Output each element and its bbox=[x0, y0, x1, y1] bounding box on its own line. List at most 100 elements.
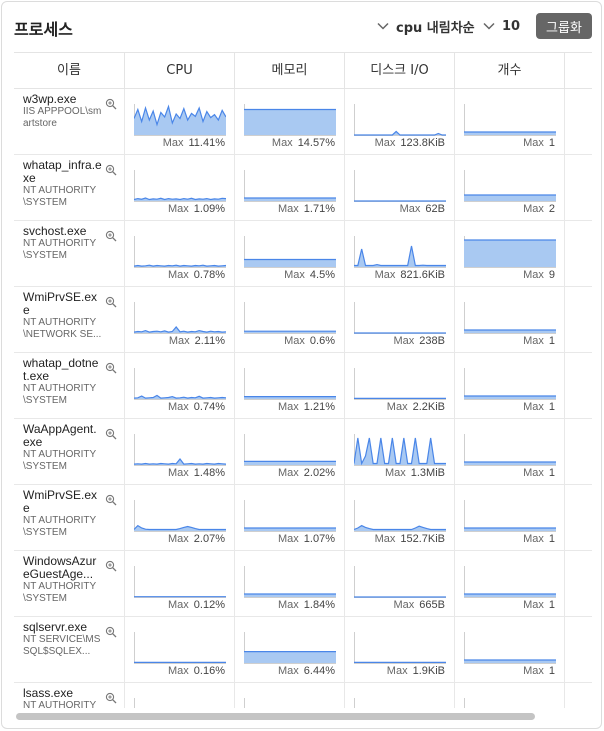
column-header-overflow bbox=[565, 53, 581, 89]
horizontal-scrollbar[interactable] bbox=[16, 713, 535, 720]
disk-io-sparkline bbox=[354, 104, 446, 136]
zoom-icon[interactable] bbox=[105, 230, 117, 242]
chevron-down-icon bbox=[483, 22, 495, 30]
overflow-cell bbox=[565, 353, 581, 418]
disk-io-cell bbox=[345, 683, 455, 708]
table-row[interactable]: whatap_infra.exe NT AUTHORITY\SYSTEM Max 1.… bbox=[14, 155, 592, 221]
cpu-cell: Max 0.12% bbox=[125, 551, 235, 616]
process-name-cell: whatap_infra.exe NT AUTHORITY\SYSTEM bbox=[14, 155, 125, 220]
overflow-cell bbox=[565, 419, 581, 484]
disk-io-cell: Max 1.3MiB bbox=[345, 419, 455, 484]
disk-io-sparkline bbox=[354, 302, 446, 334]
process-name-cell: WaAppAgent.exe NT AUTHORITY\SYSTEM bbox=[14, 419, 125, 484]
count-max: Max 9 bbox=[523, 269, 555, 281]
table-row[interactable]: lsass.exe NT AUTHORITY bbox=[14, 683, 592, 708]
cpu-max: Max 1.48% bbox=[168, 467, 225, 479]
zoom-icon[interactable] bbox=[105, 494, 117, 506]
memory-cell: Max 1.84% bbox=[235, 551, 345, 616]
column-header-disk-io[interactable]: 디스크 I/O bbox=[345, 53, 455, 89]
table-row[interactable]: sqlservr.exe NT SERVICE\MSSQL$SQLEX... Max… bbox=[14, 617, 592, 683]
max-label: Max bbox=[523, 203, 544, 215]
sparkline-axis bbox=[244, 632, 336, 664]
zoom-icon[interactable] bbox=[105, 362, 117, 374]
count-sparkline bbox=[464, 236, 556, 268]
disk-io-max: Max 62B bbox=[400, 203, 445, 215]
zoom-icon[interactable] bbox=[105, 164, 117, 176]
disk-io-max-value: 1.9KiB bbox=[412, 665, 445, 677]
column-header-memory[interactable]: 메모리 bbox=[235, 53, 345, 89]
table-row[interactable]: svchost.exe NT AUTHORITY\SYSTEM Max 0.78% Ma… bbox=[14, 221, 592, 287]
cpu-sparkline bbox=[134, 566, 226, 598]
zoom-icon[interactable] bbox=[105, 428, 117, 440]
zoom-icon[interactable] bbox=[105, 626, 117, 638]
cpu-max: Max 0.74% bbox=[168, 401, 225, 413]
sparkline-axis bbox=[464, 104, 556, 136]
cpu-cell: Max 0.78% bbox=[125, 221, 235, 286]
process-name: lsass.exe bbox=[23, 686, 74, 700]
cpu-max: Max 0.78% bbox=[168, 269, 225, 281]
process-user: NT SERVICE\MSSQL$SQLEX... bbox=[23, 634, 101, 657]
sort-dropdown-label: cpu 내림차순 bbox=[396, 20, 475, 36]
sparkline-axis bbox=[244, 698, 245, 708]
count-sparkline bbox=[464, 434, 556, 466]
count-max: Max 1 bbox=[523, 335, 555, 347]
table-row[interactable]: WmiPrvSE.exe NT AUTHORITY\SYSTEM Max 2.07% M… bbox=[14, 485, 592, 551]
max-label: Max bbox=[278, 401, 299, 413]
cpu-sparkline bbox=[134, 698, 135, 708]
memory-cell bbox=[235, 683, 345, 708]
zoom-icon[interactable] bbox=[105, 692, 117, 704]
table-row[interactable]: whatap_dotnet.exe NT AUTHORITY\SYSTEM Max 0… bbox=[14, 353, 592, 419]
memory-sparkline bbox=[244, 698, 245, 708]
disk-io-sparkline bbox=[354, 434, 446, 466]
sparkline-axis bbox=[134, 104, 226, 136]
table-row[interactable]: WaAppAgent.exe NT AUTHORITY\SYSTEM Max 1.48… bbox=[14, 419, 592, 485]
table-row[interactable]: w3wp.exe IIS APPPOOL\smartstore Max 11.41% M… bbox=[14, 89, 592, 155]
count-cell bbox=[455, 683, 565, 708]
sparkline-axis bbox=[354, 104, 446, 136]
memory-max: Max 0.6% bbox=[284, 335, 335, 347]
memory-cell: Max 6.44% bbox=[235, 617, 345, 682]
table-row[interactable]: WindowsAzureGuestAge... NT AUTHORITY\SYST… bbox=[14, 551, 592, 617]
sparkline-area bbox=[354, 246, 446, 267]
max-label: Max bbox=[523, 665, 544, 677]
cpu-max-value: 11.41% bbox=[188, 137, 226, 149]
sparkline-axis bbox=[464, 302, 556, 334]
count-max: Max 1 bbox=[523, 401, 555, 413]
table-row[interactable]: WmiPrvSE.exe NT AUTHORITY\NETWORK SE... Ma… bbox=[14, 287, 592, 353]
process-name: sqlservr.exe bbox=[23, 620, 88, 634]
zoom-icon[interactable] bbox=[105, 296, 117, 308]
memory-sparkline bbox=[244, 632, 336, 664]
column-header-name[interactable]: 이름 bbox=[14, 53, 125, 89]
count-cell: Max 1 bbox=[455, 287, 565, 352]
max-label: Max bbox=[386, 401, 408, 413]
process-name: WindowsAzureGuestAge... bbox=[23, 554, 97, 581]
overflow-cell bbox=[565, 89, 581, 154]
count-dropdown[interactable]: 10 bbox=[482, 16, 520, 36]
memory-max: Max 2.02% bbox=[278, 467, 335, 479]
zoom-icon[interactable] bbox=[105, 98, 117, 110]
group-button[interactable]: 그룹화 bbox=[536, 13, 592, 39]
process-table: 이름 CPU 메모리 디스크 I/O 개수 w3wp.exe IIS APPPOO… bbox=[14, 52, 592, 708]
memory-max-value: 1.71% bbox=[303, 203, 335, 215]
disk-io-sparkline bbox=[354, 566, 446, 598]
disk-io-cell: Max 665B bbox=[345, 551, 455, 616]
count-sparkline bbox=[464, 698, 465, 708]
memory-sparkline bbox=[244, 236, 336, 268]
sort-dropdown[interactable]: cpu 내림차순 bbox=[376, 16, 475, 36]
overflow-cell bbox=[565, 617, 581, 682]
max-label: Max bbox=[168, 467, 189, 479]
process-user: NT AUTHORITY\SYSTEM bbox=[23, 515, 97, 538]
sparkline-area bbox=[244, 651, 336, 663]
disk-io-sparkline bbox=[354, 500, 446, 532]
sparkline-axis bbox=[354, 500, 446, 532]
zoom-icon[interactable] bbox=[105, 560, 117, 572]
cpu-cell: Max 1.48% bbox=[125, 419, 235, 484]
memory-sparkline bbox=[244, 170, 336, 202]
cpu-max: Max 0.12% bbox=[168, 599, 225, 611]
disk-io-cell: Max 2.2KiB bbox=[345, 353, 455, 418]
count-dropdown-label: 10 bbox=[502, 18, 521, 34]
table-body: w3wp.exe IIS APPPOOL\smartstore Max 11.41% M… bbox=[14, 89, 592, 708]
sparkline-area bbox=[354, 438, 446, 465]
column-header-cpu[interactable]: CPU bbox=[125, 53, 235, 89]
column-header-count[interactable]: 개수 bbox=[455, 53, 565, 89]
